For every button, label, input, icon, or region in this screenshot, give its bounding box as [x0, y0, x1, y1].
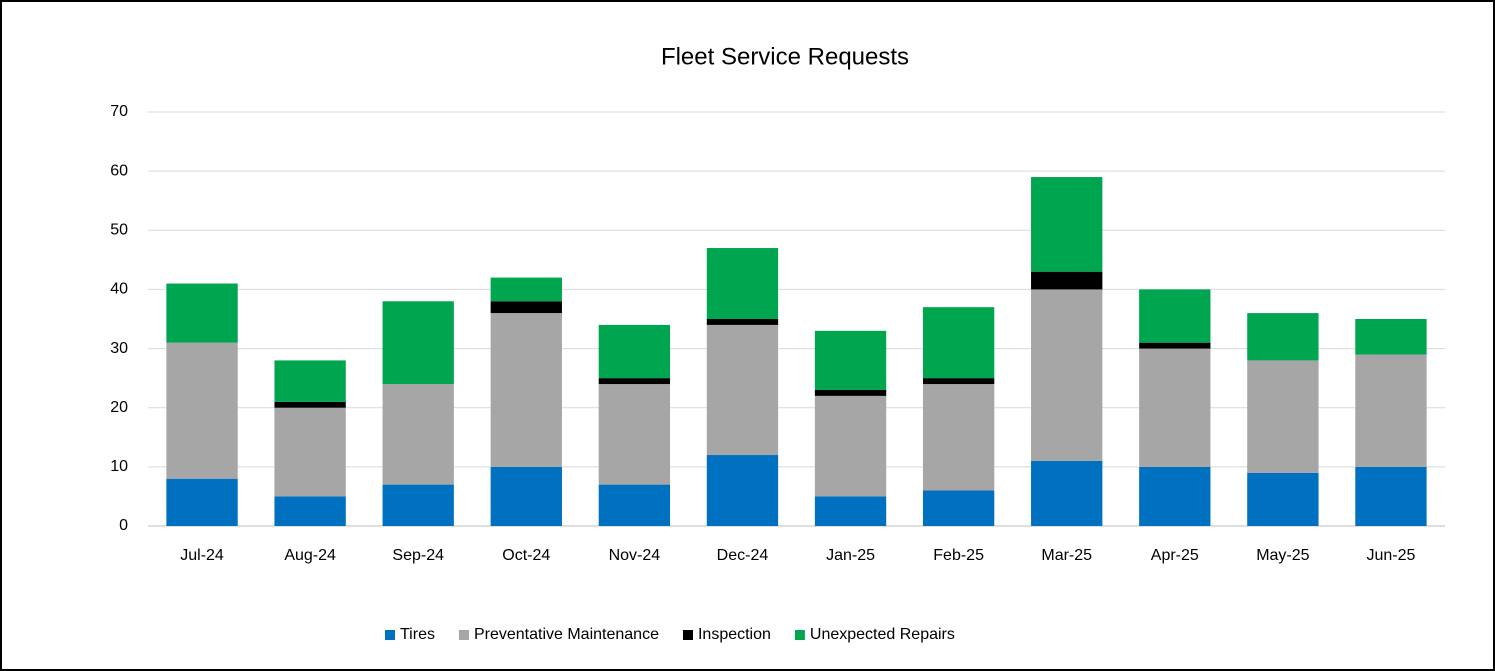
y-tick-label: 20: [110, 399, 128, 416]
bar-segment: [166, 342, 238, 479]
bar-segment: [1355, 354, 1427, 467]
bar-segment: [1031, 271, 1103, 290]
bar-segment: [922, 378, 995, 385]
bar-segment: [382, 384, 454, 485]
x-tick-label: Sep-24: [392, 547, 444, 564]
bar-segment: [490, 301, 562, 314]
bar-segment: [598, 384, 671, 485]
bar-segment: [814, 389, 887, 396]
bar-segment: [922, 384, 995, 491]
legend-label: Unexpected Repairs: [810, 626, 955, 643]
y-tick-label: 10: [110, 458, 128, 475]
bar-segment: [1247, 313, 1319, 361]
bar-segment: [166, 478, 238, 526]
x-tick-label: Mar-25: [1041, 547, 1092, 564]
bar-segment: [274, 407, 346, 497]
bar-segment: [706, 319, 779, 325]
bar-segment: [274, 401, 346, 408]
y-tick-label: 40: [110, 281, 128, 298]
y-tick-label: 0: [119, 517, 128, 534]
x-tick-label: Jan-25: [826, 547, 875, 564]
bar-segment: [274, 496, 346, 526]
bar-segment: [1031, 460, 1103, 526]
x-tick-label: May-25: [1256, 547, 1309, 564]
x-tick-label: Apr-25: [1151, 547, 1199, 564]
bar-segment: [1139, 342, 1211, 349]
bar-segment: [1139, 289, 1211, 343]
x-tick-label: Aug-24: [284, 547, 336, 564]
bar-segment: [922, 490, 995, 526]
legend-swatch: [794, 630, 805, 640]
bar-segment: [1355, 319, 1427, 355]
bar-segment: [706, 455, 779, 526]
x-tick-label: Dec-24: [717, 547, 769, 564]
bar-segment: [1031, 289, 1103, 461]
legend-label: Inspection: [698, 626, 771, 643]
legend-swatch: [385, 630, 395, 640]
y-tick-label: 50: [110, 222, 128, 239]
bar-segment: [1355, 466, 1427, 526]
bar-segment: [1139, 348, 1211, 467]
bar-segment: [490, 313, 562, 467]
y-tick-label: 70: [110, 103, 128, 120]
legend-label: Preventative Maintenance: [474, 626, 659, 643]
x-tick-label: Nov-24: [609, 547, 661, 564]
bar-segment: [814, 496, 887, 526]
bar-segment: [382, 484, 454, 526]
bar-segment: [598, 484, 671, 526]
y-tick-label: 60: [110, 162, 128, 179]
bar-segment: [706, 248, 779, 319]
bar-segment: [490, 277, 562, 302]
bar-segment: [490, 466, 562, 526]
bar-segment: [922, 307, 995, 379]
bar-segment: [382, 301, 454, 385]
bar-segment: [814, 395, 887, 497]
x-tick-label: Feb-25: [933, 547, 984, 564]
bar-segment: [706, 324, 779, 456]
legend-swatch: [458, 630, 469, 640]
legend-label: Tires: [400, 626, 435, 643]
x-tick-label: Jul-24: [180, 547, 224, 564]
bar-segment: [1139, 466, 1211, 526]
legend-swatch: [682, 630, 693, 640]
bar-segment: [166, 283, 238, 343]
y-tick-label: 30: [110, 340, 128, 357]
bar-segment: [1247, 360, 1319, 473]
bar-segment: [1247, 472, 1319, 526]
chart-title: Fleet Service Requests: [661, 43, 909, 70]
bar-segment: [274, 360, 346, 402]
bar-segment: [1031, 177, 1103, 272]
bar-segment: [814, 330, 887, 390]
bar-segment: [598, 324, 671, 379]
x-tick-label: Jun-25: [1366, 547, 1415, 564]
x-tick-label: Oct-24: [502, 547, 550, 564]
bar-segment: [598, 378, 671, 385]
